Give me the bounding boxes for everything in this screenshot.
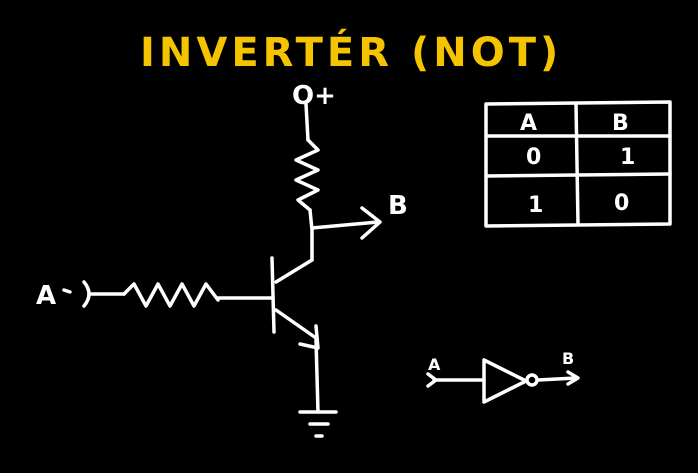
diagram-title: INVERTÉR (NOT) <box>140 28 562 76</box>
truth-table-cell: 1 <box>620 145 635 170</box>
gate-output-label: B <box>562 349 574 368</box>
gate-output-arrow <box>566 370 580 386</box>
input-label: A <box>36 281 56 311</box>
supply-wire <box>304 102 310 142</box>
output-wire <box>310 220 380 230</box>
truth-table-border <box>484 100 672 228</box>
truth-table-cell: 0 <box>614 191 629 216</box>
base-resistor <box>122 282 220 308</box>
not-gate-triangle <box>482 358 528 404</box>
transistor-base-bar <box>270 256 276 334</box>
truth-table-header-a: A <box>520 111 537 136</box>
gate-input-label: A <box>428 355 441 374</box>
not-gate-bubble <box>525 373 539 387</box>
truth-table-cell: 0 <box>526 145 541 170</box>
supply-label: O+ <box>292 81 336 111</box>
truth-table-column-divider <box>574 102 580 226</box>
transistor-collector <box>274 258 314 284</box>
truth-table-cell: 1 <box>528 193 543 218</box>
transistor-emitter <box>274 308 318 340</box>
output-arrow <box>360 206 382 240</box>
ground-wire <box>314 338 320 414</box>
gate-output-wire <box>536 376 578 382</box>
truth-table-header-b: B <box>612 111 629 136</box>
output-label: B <box>388 191 408 221</box>
collector-wire <box>308 208 314 262</box>
collector-resistor <box>294 138 320 212</box>
emitter-arrow <box>298 324 320 350</box>
input-paren <box>62 288 72 294</box>
